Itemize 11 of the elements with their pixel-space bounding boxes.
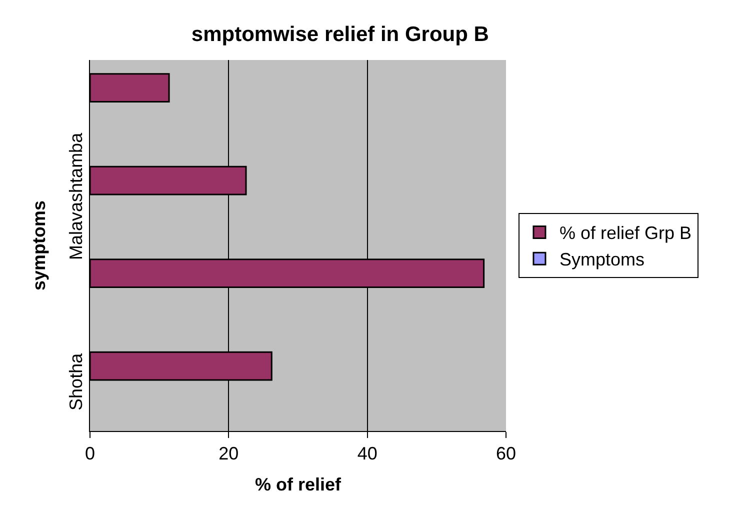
y-axis-title: symptoms bbox=[29, 200, 49, 291]
y-tick-label: Shotha bbox=[66, 352, 86, 410]
x-tick-label: 40 bbox=[357, 444, 378, 464]
x-tick-label: 60 bbox=[496, 444, 516, 464]
legend-label: % of relief Grp B bbox=[559, 223, 692, 244]
x-tick-label: 20 bbox=[218, 444, 239, 464]
legend-label: Symptoms bbox=[559, 250, 645, 270]
y-tick-label: Malavashtamba bbox=[66, 132, 86, 260]
x-tick-label: 0 bbox=[84, 444, 96, 464]
x-axis-title: % of relief bbox=[254, 474, 342, 495]
chart-title: smptomwise relief in Group B bbox=[191, 22, 489, 46]
